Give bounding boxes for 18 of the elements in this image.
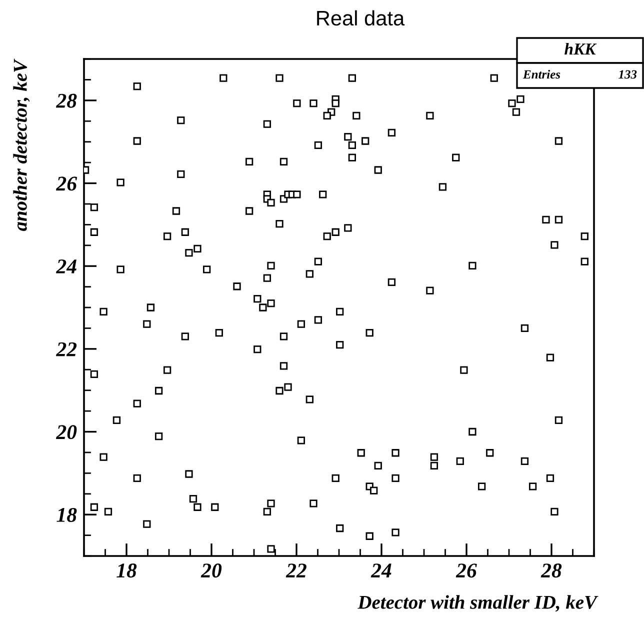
y-tick-label: 24 [56,260,76,274]
x-tick-label: 22 [286,564,306,578]
y-tick-label: 28 [56,94,77,108]
y-tick-label: 18 [56,508,77,522]
x-axis-title: Detector with smaller ID, keV [358,595,598,612]
annotation: Entries [522,70,560,79]
x-tick-label: 18 [116,564,137,578]
chart-title: Real data [317,10,405,26]
y-tick-label: 20 [56,425,77,440]
text: 133 [618,70,637,79]
y-tick-label: 22 [56,342,77,356]
x-tick-label: 26 [456,564,477,578]
y-axis-title: another detector, keV [13,58,30,231]
x-tick-label: 20 [200,564,222,578]
x-tick-label: 28 [540,564,562,578]
text: hKK [564,42,597,55]
y-tick-label: 26 [56,176,78,191]
x-tick-label: 24 [370,564,392,578]
